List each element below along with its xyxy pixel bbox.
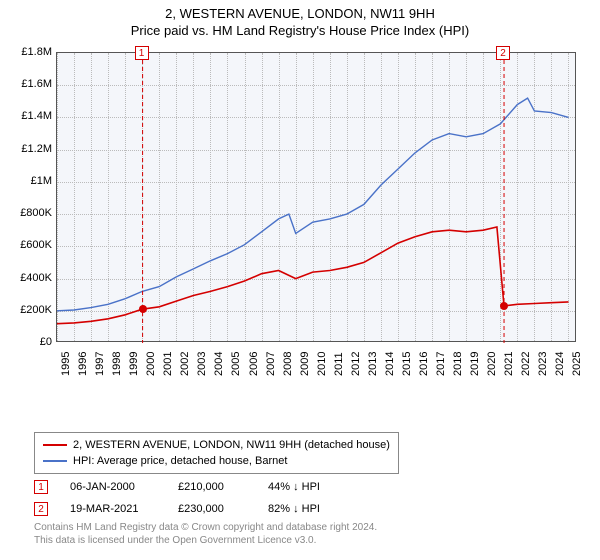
y-tick-label: £1.4M — [8, 110, 52, 122]
transaction-marker-1: 1 — [34, 480, 48, 494]
x-tick-label: 2014 — [384, 352, 396, 376]
x-tick-label: 1996 — [77, 352, 89, 376]
x-tick-label: 2020 — [486, 352, 498, 376]
x-tick-label: 1999 — [128, 352, 140, 376]
x-tick-label: 1998 — [111, 352, 123, 376]
x-tick-label: 2017 — [435, 352, 447, 376]
series-svg — [57, 53, 577, 343]
transaction-date: 19-MAR-2021 — [70, 503, 156, 515]
y-tick-label: £1.2M — [8, 143, 52, 155]
x-tick-label: 2022 — [520, 352, 532, 376]
y-tick-label: £400K — [8, 272, 52, 284]
x-tick-label: 2008 — [282, 352, 294, 376]
y-tick-label: £0 — [8, 336, 52, 348]
transaction-row: 1 06-JAN-2000 £210,000 44% ↓ HPI — [34, 476, 348, 498]
y-tick-label: £600K — [8, 239, 52, 251]
sale-marker-label: 1 — [135, 46, 149, 60]
transaction-price: £210,000 — [178, 481, 246, 493]
footer-line1: Contains HM Land Registry data © Crown c… — [34, 522, 377, 535]
transaction-pct: 82% ↓ HPI — [268, 503, 348, 515]
title-line1: 2, WESTERN AVENUE, LONDON, NW11 9HH — [0, 6, 600, 21]
y-tick-label: £1.6M — [8, 78, 52, 90]
x-tick-label: 2019 — [469, 352, 481, 376]
legend-label-property: 2, WESTERN AVENUE, LONDON, NW11 9HH (det… — [73, 439, 390, 451]
legend-swatch-hpi — [43, 460, 67, 462]
y-tick-label: £1M — [8, 175, 52, 187]
transaction-price: £230,000 — [178, 503, 246, 515]
plot-area — [56, 52, 576, 342]
x-tick-label: 2007 — [265, 352, 277, 376]
chart-container: 2, WESTERN AVENUE, LONDON, NW11 9HH Pric… — [0, 0, 600, 560]
x-tick-label: 2004 — [213, 352, 225, 376]
series-line-hpi_barnet_detached — [57, 98, 569, 311]
sale-marker-dot — [500, 302, 508, 310]
title-line2: Price paid vs. HM Land Registry's House … — [0, 23, 600, 38]
footer-line2: This data is licensed under the Open Gov… — [34, 535, 377, 548]
x-tick-label: 2025 — [571, 352, 583, 376]
x-tick-label: 2005 — [230, 352, 242, 376]
x-tick-label: 2018 — [452, 352, 464, 376]
x-tick-label: 2003 — [196, 352, 208, 376]
title-block: 2, WESTERN AVENUE, LONDON, NW11 9HH Pric… — [0, 0, 600, 40]
y-tick-label: £800K — [8, 207, 52, 219]
x-tick-label: 2001 — [162, 352, 174, 376]
x-tick-label: 2012 — [350, 352, 362, 376]
x-tick-label: 2011 — [333, 352, 345, 376]
x-tick-label: 2016 — [418, 352, 430, 376]
sale-marker-label: 2 — [496, 46, 510, 60]
sale-marker-dot — [139, 305, 147, 313]
x-tick-label: 2013 — [367, 352, 379, 376]
x-tick-label: 1995 — [60, 352, 72, 376]
x-tick-label: 1997 — [94, 352, 106, 376]
x-tick-label: 2023 — [537, 352, 549, 376]
transaction-pct: 44% ↓ HPI — [268, 481, 348, 493]
series-line-property_price — [57, 227, 569, 324]
x-tick-label: 2010 — [316, 352, 328, 376]
x-tick-label: 2006 — [248, 352, 260, 376]
legend-row-hpi: HPI: Average price, detached house, Barn… — [43, 453, 390, 469]
transaction-marker-2: 2 — [34, 502, 48, 516]
transaction-row: 2 19-MAR-2021 £230,000 82% ↓ HPI — [34, 498, 348, 520]
transaction-date: 06-JAN-2000 — [70, 481, 156, 493]
x-tick-label: 2021 — [503, 352, 515, 376]
chart-area: £0 £200K £400K £600K £800K £1M £1.2M £1.4M £1.6M… — [8, 46, 592, 386]
y-tick-label: £200K — [8, 304, 52, 316]
legend-box: 2, WESTERN AVENUE, LONDON, NW11 9HH (det… — [34, 432, 399, 474]
y-tick-label: £1.8M — [8, 46, 52, 58]
legend-label-hpi: HPI: Average price, detached house, Barn… — [73, 455, 287, 467]
x-tick-label: 2002 — [179, 352, 191, 376]
x-tick-label: 2024 — [554, 352, 566, 376]
x-tick-label: 2000 — [145, 352, 157, 376]
transactions-table: 1 06-JAN-2000 £210,000 44% ↓ HPI 2 19-MA… — [34, 476, 348, 520]
legend-swatch-property — [43, 444, 67, 446]
footer-attribution: Contains HM Land Registry data © Crown c… — [34, 522, 377, 547]
x-tick-label: 2009 — [299, 352, 311, 376]
x-tick-label: 2015 — [401, 352, 413, 376]
legend-row-property: 2, WESTERN AVENUE, LONDON, NW11 9HH (det… — [43, 437, 390, 453]
